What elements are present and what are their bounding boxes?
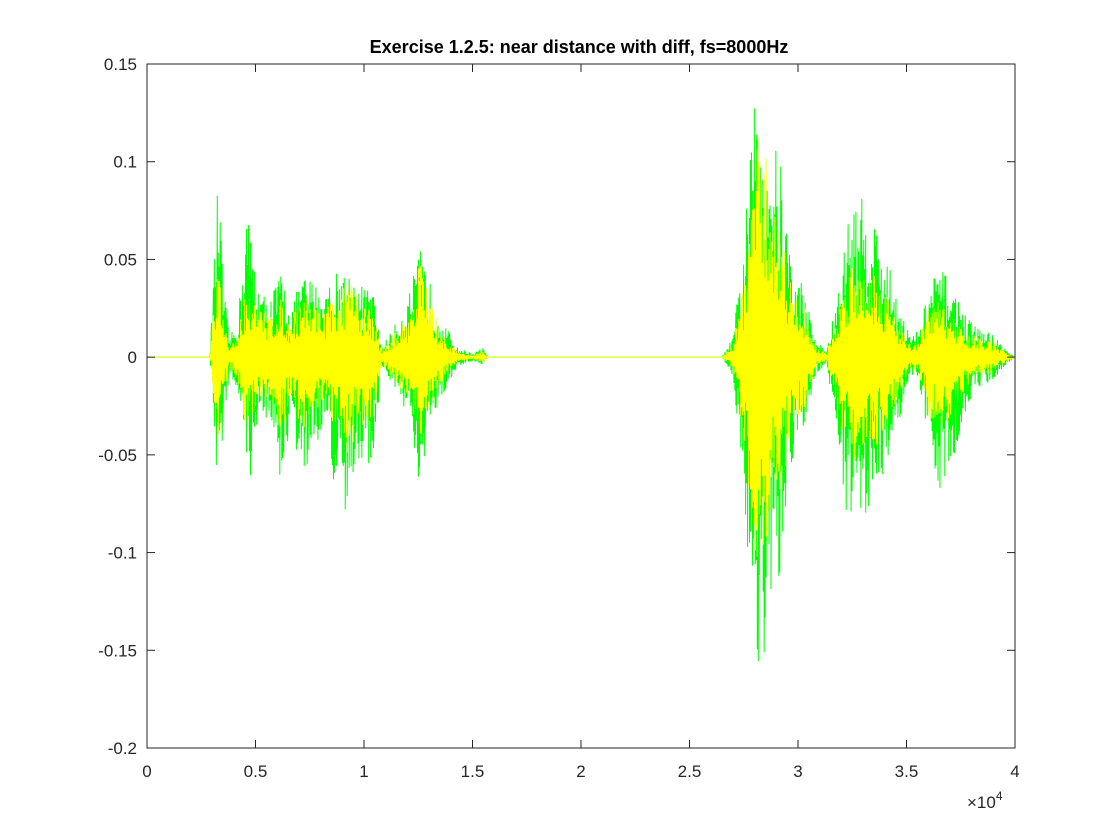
x-tick-label: 4	[1010, 762, 1019, 781]
x-tick-label: 0.5	[244, 762, 268, 781]
y-tick-label: 0	[128, 348, 137, 367]
y-tick-label: 0.1	[113, 153, 137, 172]
x-tick-label: 3.5	[895, 762, 919, 781]
x-axis-exponent: ×104	[967, 789, 1003, 812]
series-layer	[147, 108, 1015, 662]
y-tick-label: -0.15	[98, 641, 137, 660]
x-axis-ticks: 0 0.5 1 1.5 2 2.5 3 3.5 4	[142, 64, 1020, 781]
y-tick-label: 0.05	[104, 250, 137, 269]
y-axis-ticks: 0.15 0.1 0.05 0 -0.05 -0.1 -0.15 -0.2	[98, 55, 1015, 758]
x-exponent-power: 4	[996, 789, 1003, 803]
x-tick-label: 0	[142, 762, 151, 781]
y-tick-label: -0.05	[98, 446, 137, 465]
chart-title: Exercise 1.2.5: near distance with diff,…	[370, 37, 789, 57]
x-tick-label: 2.5	[678, 762, 702, 781]
series-line-2	[147, 138, 1015, 557]
y-tick-label: -0.1	[108, 544, 137, 563]
x-tick-label: 1	[359, 762, 368, 781]
y-tick-label: 0.15	[104, 55, 137, 74]
y-tick-label: -0.2	[108, 739, 137, 758]
x-tick-label: 3	[793, 762, 802, 781]
x-tick-label: 2	[576, 762, 585, 781]
x-tick-label: 1.5	[461, 762, 485, 781]
x-exponent-base: ×10	[967, 793, 996, 812]
